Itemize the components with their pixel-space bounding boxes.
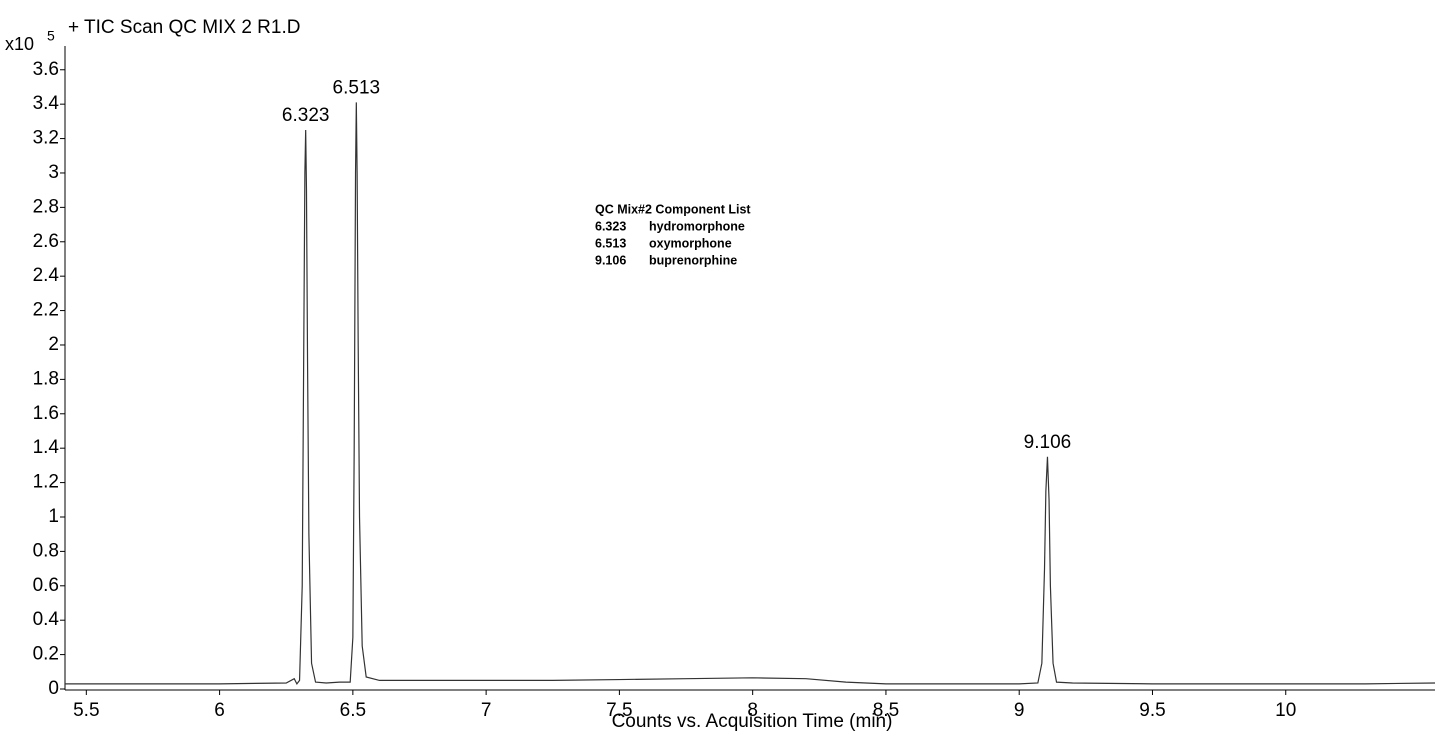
x-tick-label: 9.5 [1139, 700, 1165, 721]
x-tick-label: 6.5 [340, 700, 366, 721]
y-tick-label: 1.8 [33, 368, 59, 389]
trace [65, 102, 1436, 685]
y-tick-label: 3.4 [33, 93, 60, 114]
x-axis-label: Counts vs. Acquisition Time (min) [612, 711, 893, 732]
y-tick-label: 0.4 [33, 609, 60, 630]
y-tick-label: 2.6 [33, 231, 59, 252]
x-tick-label: 7 [481, 700, 492, 721]
x-tick-label: 6 [214, 700, 225, 721]
component-list-title: QC Mix#2 Component List [595, 202, 751, 216]
y-tick-label: 0.2 [33, 644, 59, 665]
component-time: 6.513 [595, 236, 626, 250]
component-time: 9.106 [595, 253, 626, 267]
y-tick-label: 2 [48, 334, 59, 355]
peak-label: 9.106 [1024, 432, 1072, 453]
y-tick-label: 3.6 [33, 59, 59, 80]
y-tick-label: 0.8 [33, 540, 59, 561]
peak-label: 6.323 [282, 105, 330, 126]
x-tick-label: 8 [747, 700, 758, 721]
component-name: oxymorphone [649, 236, 732, 250]
component-name: buprenorphine [649, 253, 737, 267]
y-exponent: 5 [47, 28, 55, 44]
x-tick-label: 5.5 [73, 700, 99, 721]
y-tick-label: 2.2 [33, 300, 59, 321]
chart-title: + TIC Scan QC MIX 2 R1.D [68, 17, 300, 38]
y-tick-label: 1.4 [33, 437, 60, 458]
y-multiplier: x10 [5, 34, 34, 54]
x-tick-label: 7.5 [606, 700, 632, 721]
y-tick-label: 1 [48, 506, 59, 527]
component-name: hydromorphone [649, 219, 745, 233]
y-tick-label: 0 [48, 678, 59, 699]
x-tick-label: 10 [1275, 700, 1296, 721]
y-tick-label: 2.8 [33, 196, 59, 217]
y-tick-label: 3.2 [33, 128, 59, 149]
y-tick-label: 0.6 [33, 575, 59, 596]
component-time: 6.323 [595, 219, 626, 233]
y-tick-label: 3 [48, 162, 59, 183]
y-tick-label: 2.4 [33, 265, 60, 286]
y-tick-label: 1.6 [33, 403, 59, 424]
y-tick-label: 1.2 [33, 472, 59, 493]
x-tick-label: 8.5 [873, 700, 899, 721]
x-tick-label: 9 [1014, 700, 1025, 721]
peak-label: 6.513 [333, 77, 381, 98]
